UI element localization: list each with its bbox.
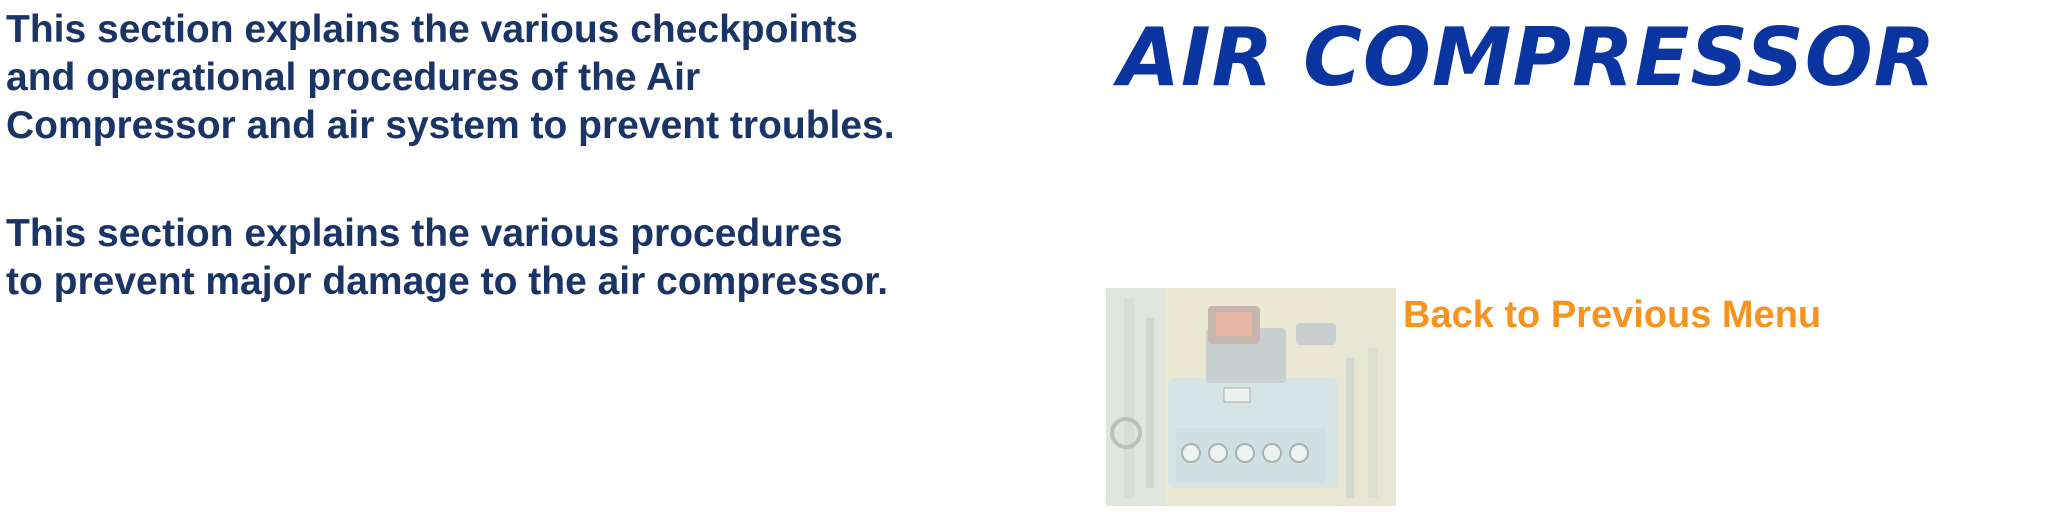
back-to-previous-menu-link[interactable]: Back to Previous Menu: [1403, 294, 1822, 336]
description-paragraph-damage-prevention: This section explains the various proced…: [6, 212, 889, 303]
air-compressor-thumbnail[interactable]: [1106, 288, 1396, 506]
description-paragraph-checkpoints: This section explains the various checkp…: [6, 8, 895, 147]
air-compressor-photo-image: [1106, 288, 1396, 506]
page-title: AIR COMPRESSOR: [1118, 11, 1937, 104]
